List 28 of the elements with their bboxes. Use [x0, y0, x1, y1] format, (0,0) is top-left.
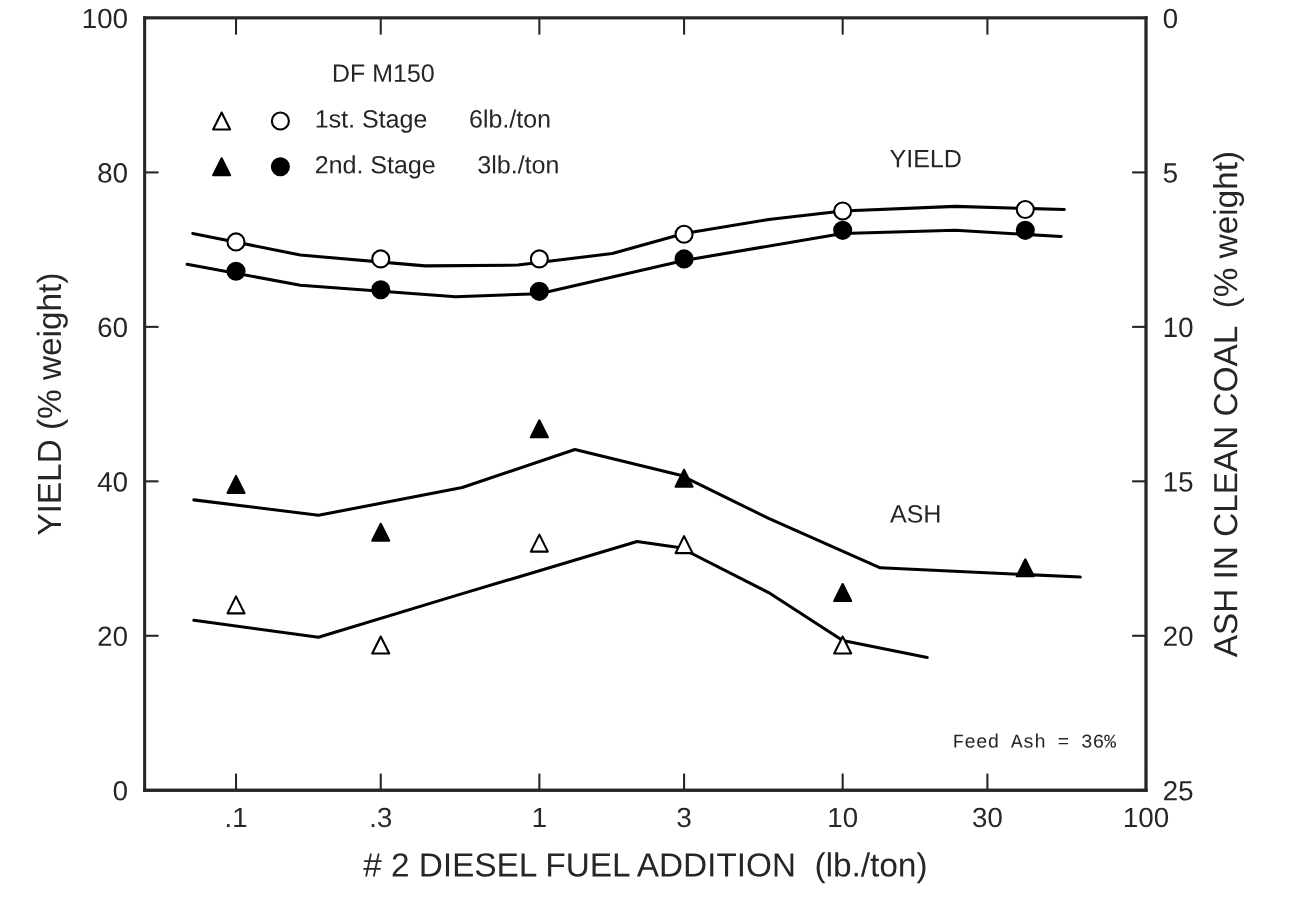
legend-title: DF M150 — [333, 64, 434, 82]
y2-tick-label: 20 — [1164, 626, 1193, 647]
x-tick-label: 30 — [973, 807, 1002, 828]
y-tick-label: 60 — [98, 317, 127, 338]
annotation: Feed Ash = 36% — [954, 733, 1116, 748]
y-tick-label: 40 — [97, 472, 127, 492]
x-tick-label: .3 — [371, 807, 392, 828]
legend-label: 2nd. Stage 3lb./ton — [316, 155, 558, 179]
x-tick-label: 3 — [677, 807, 691, 828]
annotation: ASH — [890, 505, 940, 523]
x-axis-title: # 2 DIESEL FUEL ADDITION (lb./ton) — [363, 852, 926, 884]
y2-tick-label: 0 — [1163, 8, 1178, 29]
y2-tick-label: 10 — [1164, 317, 1193, 338]
y-tick-label: 0 — [113, 780, 127, 801]
x-tick-label: 100 — [1124, 807, 1169, 828]
y2-axis-title: ASH IN CLEAN COAL (% weight) — [1213, 153, 1245, 658]
y-tick-label: 100 — [83, 8, 127, 29]
y2-tick-label: 5 — [1163, 163, 1177, 183]
annotation: YIELD — [890, 150, 961, 168]
x-tick-label: 10 — [829, 807, 858, 828]
y-axis-title: YIELD (% weight) — [36, 274, 68, 535]
x-tick-label: 1 — [533, 807, 546, 828]
y2-tick-label: 25 — [1164, 780, 1193, 801]
legend-label: 1st. Stage 6lb./ton — [316, 109, 550, 133]
y-tick-label: 80 — [98, 163, 127, 183]
y-tick-label: 20 — [98, 626, 127, 647]
y2-tick-label: 15 — [1164, 472, 1193, 492]
x-tick-label: .1 — [226, 807, 247, 828]
